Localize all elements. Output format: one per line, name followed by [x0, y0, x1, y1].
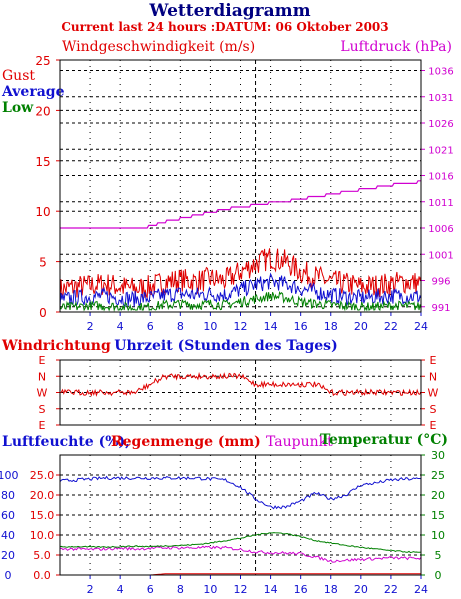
hour-tick-label: 6: [147, 583, 154, 596]
humidity-temperature-chart: Luftfeuchte (%), Regenmenge (mm) Taupunk…: [0, 432, 448, 596]
page-title: Wetterdiagramm: [148, 1, 310, 21]
humidity-tick-label: 40: [1, 529, 15, 542]
legend-low: Low: [2, 100, 34, 116]
direction-tick-label-right: E: [430, 419, 437, 432]
direction-tick-label-left: S: [39, 403, 46, 416]
hour-tick-label: 8: [177, 583, 184, 596]
hour-tick-label: 12: [234, 320, 248, 333]
hour-tick-label: 2: [87, 320, 94, 333]
wind-speed-axis-title: Windgeschwindigkeit (m/s): [62, 39, 255, 55]
direction-tick-label-left: W: [37, 387, 48, 400]
temperature-tick-label: 15: [431, 509, 445, 522]
direction-tick-label-right: N: [429, 370, 437, 383]
hour-tick-label: 18: [324, 583, 338, 596]
legend-average: Average: [1, 84, 65, 100]
pressure-tick-label: 1021: [428, 145, 453, 156]
pressure-tick-label: 1006: [428, 224, 453, 235]
hour-tick-label: 22: [384, 583, 398, 596]
pressure-axis-title: Luftdruck (hPa): [340, 39, 452, 55]
series-pressure-line: [60, 180, 421, 229]
temperature-tick-label: 0: [435, 569, 442, 582]
hour-tick-label: 10: [203, 320, 217, 333]
pressure-tick-label: 991: [431, 303, 450, 314]
wind-speed-tick-label: 15: [35, 155, 50, 169]
hour-tick-label: 16: [294, 320, 308, 333]
humidity-tick-label: 60: [1, 509, 15, 522]
wind-direction-plot-frame: [59, 359, 422, 426]
series-gust-line: [59, 248, 422, 302]
page-subtitle: Current last 24 hours :DATUM: 06 Oktober…: [61, 20, 388, 34]
direction-tick-label-right: W: [428, 387, 439, 400]
pressure-tick-label: 1016: [428, 172, 453, 183]
direction-tick-label-right: E: [430, 354, 437, 367]
series-taupunkt-line: [59, 545, 422, 563]
wind-speed-tick-label: 0: [39, 306, 47, 320]
temperature-tick-label: 20: [431, 489, 445, 502]
hour-tick-label: 8: [177, 320, 184, 333]
direction-tick-label-right: S: [430, 403, 437, 416]
dewpoint-title: Taupunkt: [266, 434, 333, 450]
humidity-tick-label: 0: [5, 569, 12, 582]
humidity-temperature-plot-frame: [59, 454, 422, 576]
series-wind-direction-line: [59, 371, 422, 397]
hour-tick-label: 24: [414, 320, 428, 333]
temperature-tick-label: 5: [435, 549, 442, 562]
wind-direction-chart: Windrichtung Uhrzeit (Stunden des Tages)…: [1, 338, 439, 432]
rain-axis-title: Regenmenge (mm): [111, 434, 261, 450]
temperature-tick-label: 25: [431, 469, 445, 482]
legend-gust: Gust: [2, 68, 35, 84]
pressure-tick-label: 1011: [428, 198, 453, 209]
series-temperatur-line: [59, 532, 422, 554]
direction-tick-label-left: N: [38, 370, 46, 383]
hour-tick-label: 24: [414, 583, 428, 596]
wind-speed-tick-label: 25: [35, 54, 50, 68]
hour-tick-label: 4: [117, 583, 124, 596]
hour-tick-label: 14: [264, 583, 278, 596]
pressure-tick-label: 1031: [428, 93, 453, 104]
pressure-tick-label: 1036: [428, 67, 453, 78]
hour-tick-label: 16: [294, 583, 308, 596]
hour-tick-label: 10: [203, 583, 217, 596]
hour-tick-label: 20: [354, 583, 368, 596]
rain-tick-label: 5.0: [33, 549, 51, 562]
humidity-tick-label: 100: [0, 469, 19, 482]
hour-tick-label: 20: [354, 320, 368, 333]
hour-tick-label: 12: [234, 583, 248, 596]
temperature-tick-label: 10: [431, 529, 445, 542]
series-average-line: [59, 272, 422, 309]
rain-tick-label: 10.0: [30, 529, 55, 542]
hour-tick-label: 2: [87, 583, 94, 596]
rain-tick-label: 0.0: [33, 569, 51, 582]
hour-tick-label: 6: [147, 320, 154, 333]
wind-pressure-plot-frame: [59, 59, 422, 313]
wind-direction-title: Windrichtung: [1, 338, 111, 354]
rain-tick-label: 25.0: [30, 469, 55, 482]
series-luftfeuchte-line: [59, 475, 422, 510]
humidity-tick-label: 20: [1, 549, 15, 562]
pressure-tick-label: 1026: [428, 119, 453, 130]
hour-tick-label: 4: [117, 320, 124, 333]
wind-speed-tick-label: 10: [35, 205, 50, 219]
rain-tick-label: 15.0: [30, 509, 55, 522]
hour-tick-label: 22: [384, 320, 398, 333]
rain-tick-label: 20.0: [30, 489, 55, 502]
humidity-axis-title: Luftfeuchte (%),: [2, 434, 130, 450]
pressure-tick-label: 996: [431, 277, 450, 288]
series-low-line: [59, 291, 422, 312]
hour-tick-label: 14: [264, 320, 278, 333]
pressure-tick-label: 1001: [428, 250, 453, 261]
direction-tick-label-left: E: [39, 419, 46, 432]
temperature-axis-title: Temperatur (°C): [320, 432, 448, 448]
hour-tick-label: 18: [324, 320, 338, 333]
wind-speed-tick-label: 5: [39, 256, 47, 270]
time-axis-title: Uhrzeit (Stunden des Tages): [114, 338, 337, 354]
wind-pressure-chart: Windgeschwindigkeit (m/s) Luftdruck (hPa…: [1, 39, 454, 333]
humidity-tick-label: 80: [1, 489, 15, 502]
direction-tick-label-left: E: [39, 354, 46, 367]
temperature-tick-label: 30: [431, 449, 445, 462]
wind-speed-tick-label: 20: [35, 104, 50, 118]
